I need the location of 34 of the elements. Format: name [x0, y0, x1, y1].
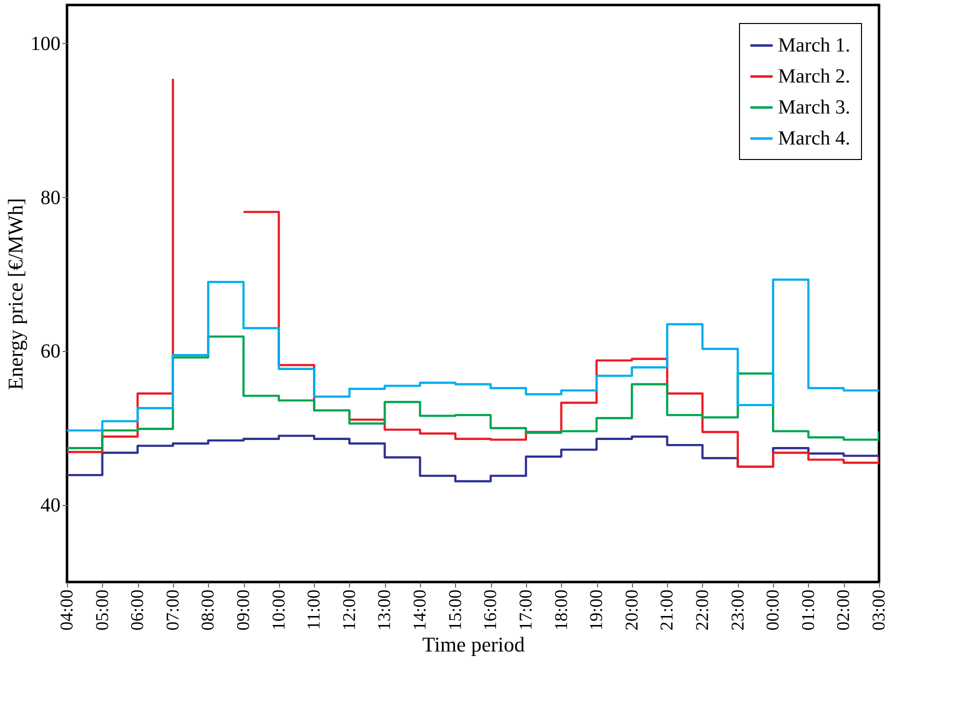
legend-label: March 2. — [778, 66, 850, 88]
x-tick-label: 08:00 — [198, 590, 218, 631]
x-tick-label: 19:00 — [586, 590, 606, 631]
x-tick-label: 22:00 — [692, 590, 712, 631]
y-tick-label: 40 — [40, 494, 60, 517]
x-tick-label: 09:00 — [233, 590, 254, 631]
legend-label: March 4. — [778, 128, 850, 150]
y-axis-title: Energy price [€/MWh] — [4, 198, 28, 390]
x-tick-label: 20:00 — [621, 590, 642, 631]
x-tick-label: 16:00 — [480, 590, 500, 631]
x-tick-label: 13:00 — [374, 590, 394, 631]
x-tick-label: 14:00 — [410, 590, 430, 631]
x-axis-title: Time period — [422, 632, 526, 656]
legend-label: March 3. — [778, 96, 850, 118]
x-tick-label: 05:00 — [92, 590, 112, 631]
x-tick-label: 07:00 — [162, 590, 182, 631]
x-tick-label: 00:00 — [762, 590, 783, 631]
legend-label: March 1. — [778, 34, 850, 56]
x-tick-label: 12:00 — [338, 590, 359, 631]
y-tick-label: 100 — [30, 32, 60, 55]
x-tick-label: 04:00 — [56, 590, 76, 631]
y-tick-label: 80 — [40, 186, 60, 209]
x-tick-label: 21:00 — [656, 590, 677, 631]
x-tick-label: 11:00 — [304, 590, 324, 630]
x-tick-label: 15:00 — [444, 590, 465, 631]
x-tick-label: 17:00 — [515, 590, 536, 631]
x-tick-label: 02:00 — [833, 590, 854, 631]
x-tick-label: 23:00 — [727, 590, 748, 631]
y-tick-label: 60 — [40, 340, 60, 363]
x-tick-label: 01:00 — [798, 590, 818, 631]
x-tick-label: 18:00 — [550, 590, 571, 631]
x-tick-label: 10:00 — [268, 590, 288, 631]
x-tick-label: 06:00 — [127, 590, 148, 631]
x-tick-label: 03:00 — [868, 590, 888, 631]
